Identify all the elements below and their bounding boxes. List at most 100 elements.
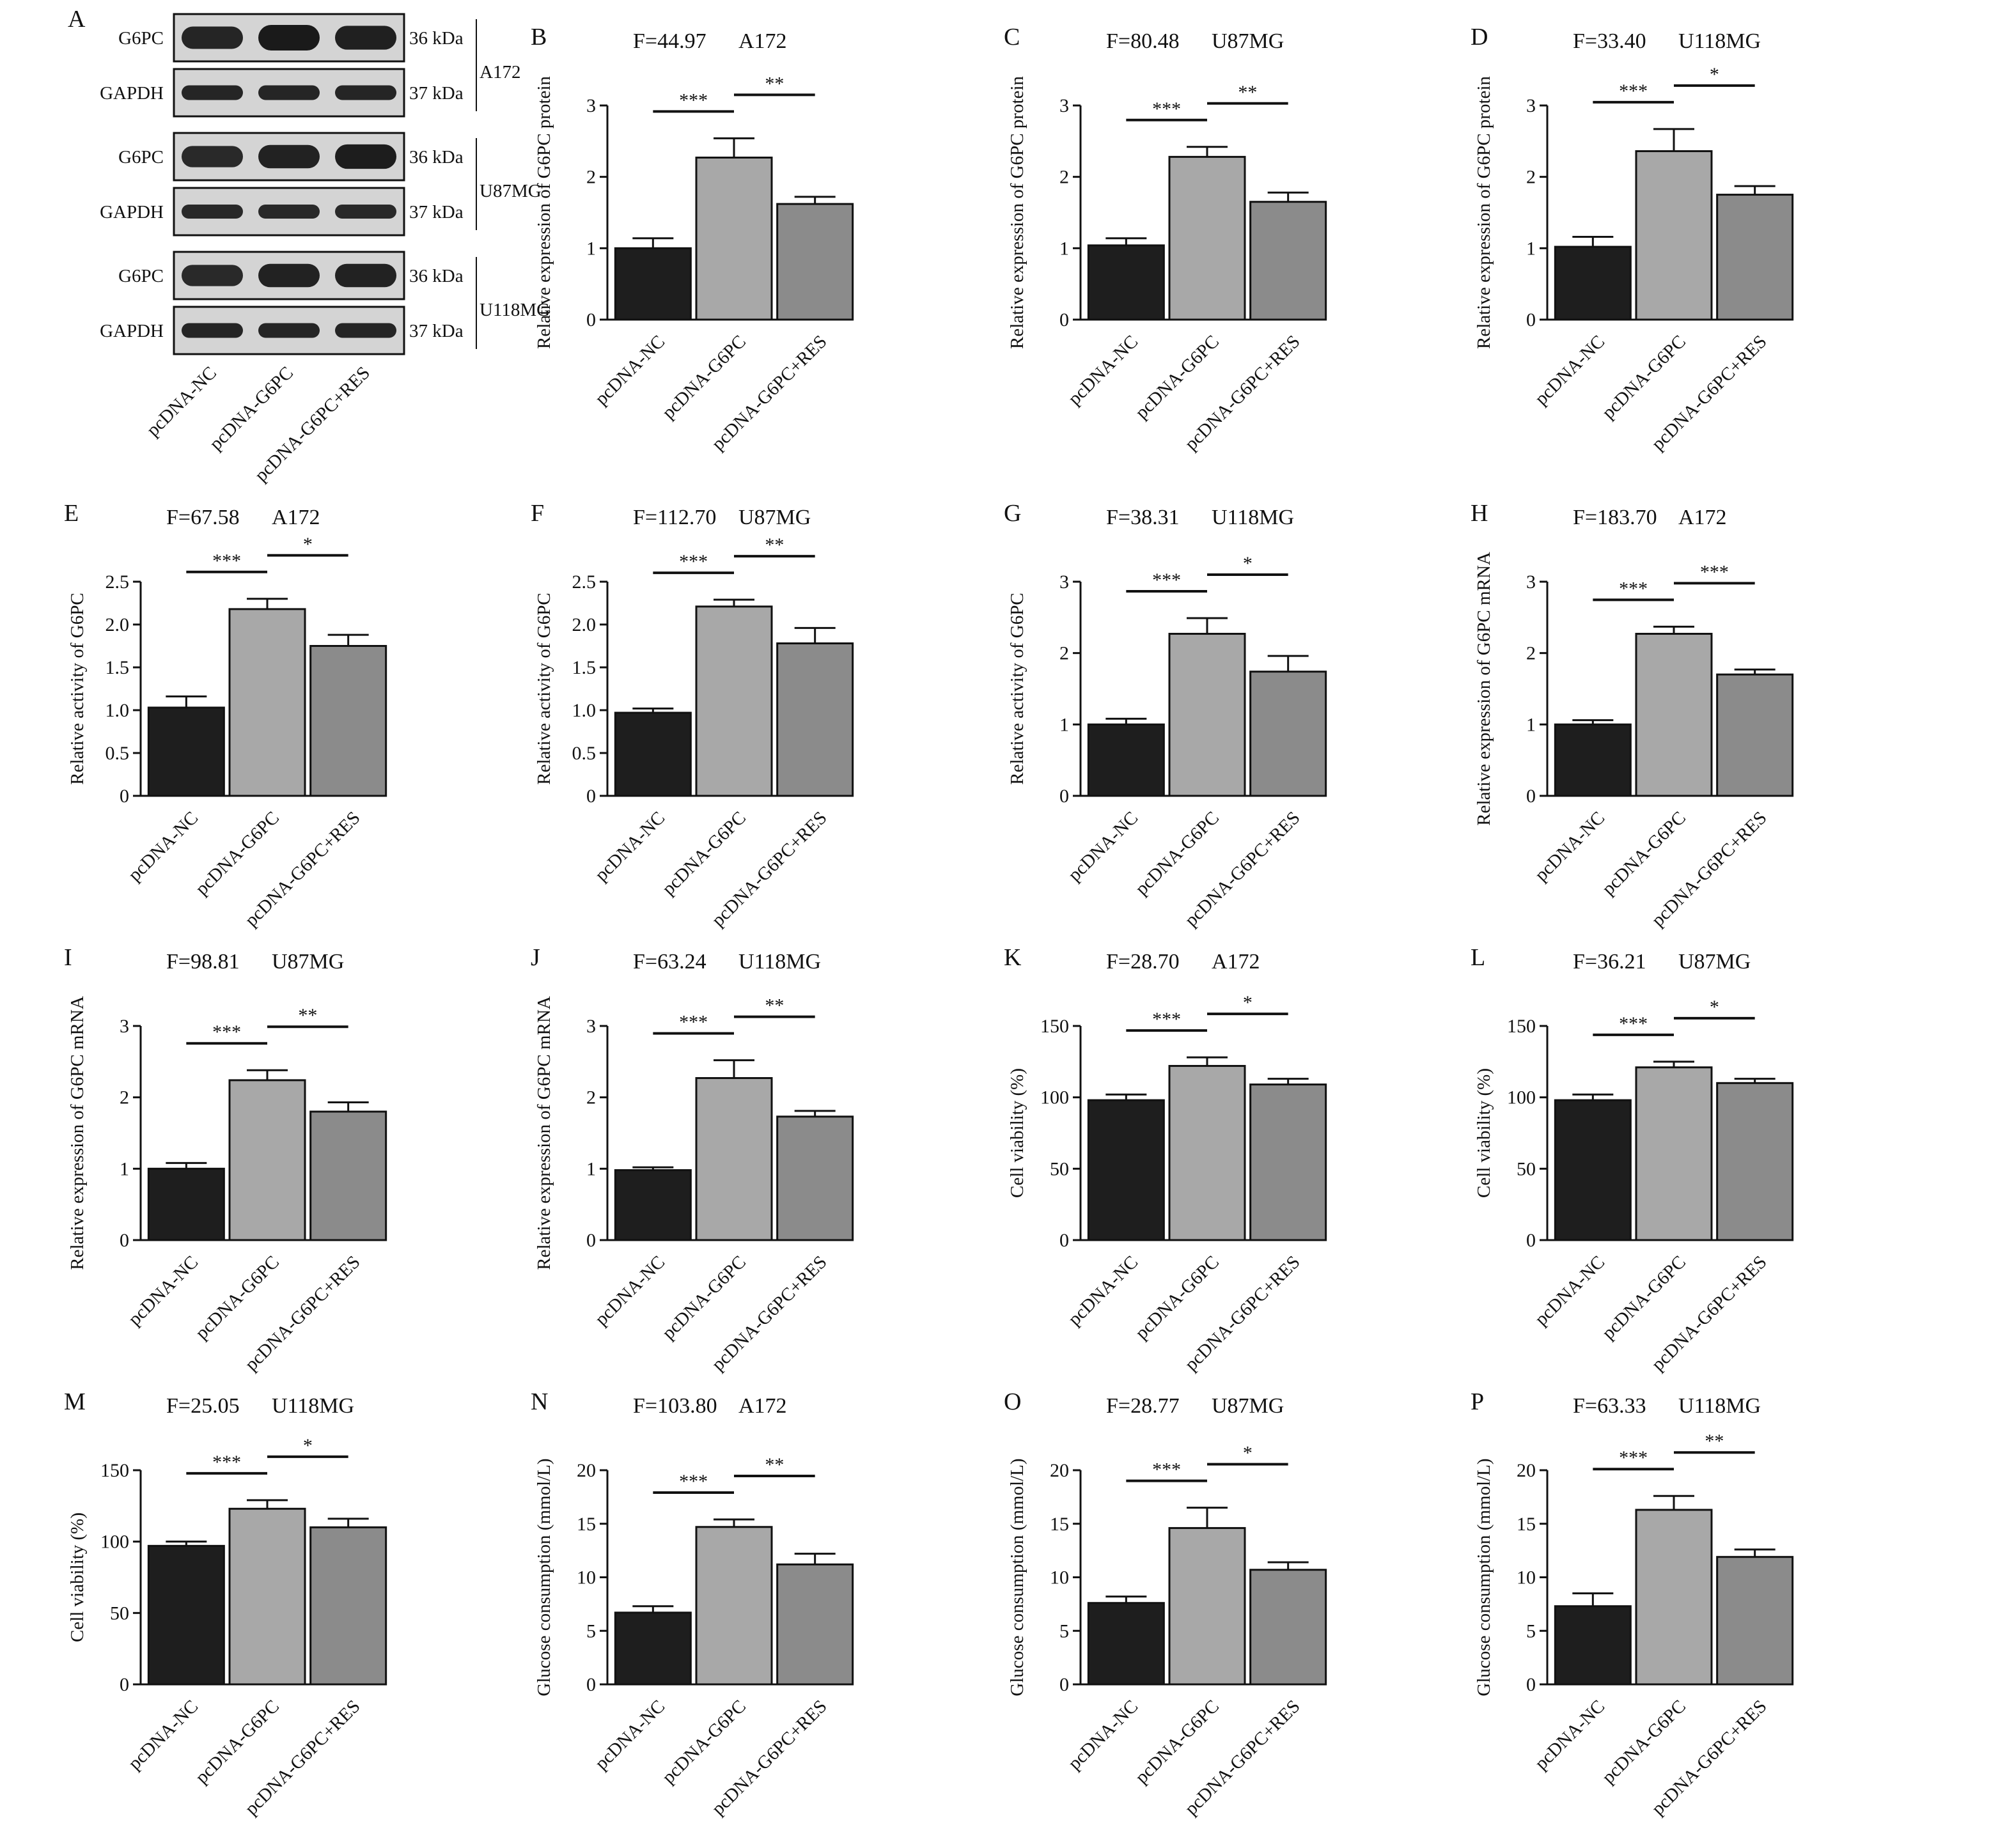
cell-line-title: U118MG xyxy=(1678,1394,1761,1418)
panel-letter: A xyxy=(68,6,86,33)
x-category-label: pcDNA-NC xyxy=(1531,1696,1609,1774)
bar xyxy=(695,1526,773,1686)
blot-row: GAPDH 37 kDa xyxy=(100,68,464,118)
significance-label: *** xyxy=(679,89,708,111)
cell-line-title: U118MG xyxy=(1212,506,1294,529)
bar xyxy=(695,605,773,797)
f-statistic: F=183.70 xyxy=(1573,506,1657,529)
y-tick-label: 5 xyxy=(1059,1620,1069,1642)
panel-letter: B xyxy=(531,24,547,50)
blot-band xyxy=(258,144,320,169)
panel-letter: L xyxy=(1471,944,1485,971)
bar-chart-panel: E F=67.58 A172 Relative activity of G6PC 0 0.… xyxy=(64,500,387,931)
panel-letter: N xyxy=(531,1388,548,1415)
bar xyxy=(147,1544,225,1686)
y-tick-label: 0 xyxy=(120,786,129,807)
y-axis-label: Glucose consumption (mmol/L) xyxy=(534,1458,554,1696)
blot-band xyxy=(258,263,320,288)
bar xyxy=(1716,1556,1794,1686)
x-category-label: pcDNA-NC xyxy=(125,807,203,885)
y-axis-label: Relative expression of G6PC protein xyxy=(1007,76,1027,349)
bar-chart-panel: J F=63.24 U118MG Relative expression of G6P… xyxy=(531,944,854,1375)
bar xyxy=(614,711,692,797)
y-tick-label: 3 xyxy=(1059,571,1069,593)
significance-label: * xyxy=(303,534,313,555)
y-axis-label: Glucose consumption (mmol/L) xyxy=(1474,1458,1494,1696)
cell-line-title: A172 xyxy=(738,29,787,53)
blot-band xyxy=(182,323,243,338)
f-statistic: F=28.70 xyxy=(1106,950,1180,974)
significance-label: * xyxy=(1710,997,1719,1018)
bar xyxy=(1249,1083,1327,1241)
bar-chart-panel: L F=36.21 U87MG Cell viability (%) 0 50 100 150… xyxy=(1471,944,1794,1375)
significance-label: *** xyxy=(1152,1459,1181,1480)
x-category-label: pcDNA-NC xyxy=(1531,1252,1609,1330)
bar xyxy=(1716,1082,1794,1241)
y-tick-label: 2.0 xyxy=(105,614,130,635)
y-tick-label: 15 xyxy=(577,1514,596,1535)
bar xyxy=(147,706,225,797)
y-tick-label: 150 xyxy=(1040,1016,1069,1037)
blot-row-label: G6PC xyxy=(118,147,164,167)
blot-kda-label: 37 kDa xyxy=(409,202,464,222)
blot-row-label: G6PC xyxy=(118,28,164,49)
y-tick-label: 0 xyxy=(1526,1674,1536,1695)
bar xyxy=(776,203,854,321)
significance-label: ** xyxy=(765,995,784,1016)
y-tick-label: 0 xyxy=(120,1230,129,1251)
y-tick-label: 1 xyxy=(1526,238,1536,259)
y-axis-label: Relative expression of G6PC mRNA xyxy=(534,996,554,1270)
y-tick-label: 100 xyxy=(1507,1087,1536,1108)
x-category-label: pcDNA-G6PC xyxy=(1598,1696,1690,1787)
x-category-label: pcDNA-G6PC xyxy=(1132,807,1223,899)
y-tick-label: 20 xyxy=(577,1460,596,1481)
x-category-label: pcDNA-G6PC xyxy=(659,1696,750,1787)
x-category-label: pcDNA-NC xyxy=(1065,1252,1143,1330)
x-category-label: pcDNA-G6PC xyxy=(1132,1696,1223,1787)
y-tick-label: 100 xyxy=(1040,1087,1069,1108)
y-tick-label: 0.5 xyxy=(572,743,597,764)
y-tick-label: 2.0 xyxy=(572,614,597,635)
significance-label: * xyxy=(1243,992,1253,1013)
y-tick-label: 15 xyxy=(1517,1514,1536,1535)
x-category-label: pcDNA-NC xyxy=(1531,331,1609,409)
western-blot-panel: A G6PC 36 kDa GAPDH 37 kDa G6PC 36 kDa GAPDH 37 … xyxy=(68,6,550,486)
bar xyxy=(1168,1526,1246,1686)
blot-band xyxy=(258,85,320,100)
x-category-label: pcDNA-G6PC xyxy=(1132,331,1223,423)
bar xyxy=(1249,671,1327,797)
x-category-label: pcDNA-G6PC xyxy=(192,1696,283,1787)
y-tick-label: 1.0 xyxy=(572,700,597,721)
y-tick-label: 20 xyxy=(1050,1460,1069,1481)
bar xyxy=(147,1167,225,1241)
y-tick-label: 0 xyxy=(586,1230,596,1251)
significance-label: *** xyxy=(212,1452,241,1473)
f-statistic: F=63.33 xyxy=(1573,1394,1646,1418)
y-axis-label: Relative activity of G6PC xyxy=(534,593,554,784)
blot-kda-label: 36 kDa xyxy=(409,266,464,286)
y-tick-label: 2 xyxy=(1526,167,1536,188)
f-statistic: F=63.24 xyxy=(633,950,706,974)
y-axis-label: Relative expression of G6PC protein xyxy=(1474,76,1494,349)
y-tick-label: 50 xyxy=(1517,1158,1536,1179)
bar xyxy=(614,247,692,321)
x-category-label: pcDNA-G6PC xyxy=(659,331,750,423)
y-axis-label: Relative activity of G6PC xyxy=(67,593,88,784)
significance-label: *** xyxy=(1619,81,1648,102)
blot-kda-label: 36 kDa xyxy=(409,147,464,167)
y-tick-label: 50 xyxy=(110,1603,129,1624)
y-tick-label: 1 xyxy=(1526,714,1536,735)
cell-line-title: U87MG xyxy=(272,950,344,974)
y-tick-label: 0 xyxy=(586,309,596,330)
significance-label: ** xyxy=(1238,82,1257,103)
significance-label: ** xyxy=(765,534,784,555)
bar xyxy=(776,1563,854,1686)
blot-band xyxy=(335,85,396,100)
y-tick-label: 2 xyxy=(586,167,596,188)
blot-kda-label: 36 kDa xyxy=(409,28,464,49)
y-tick-label: 10 xyxy=(577,1567,596,1588)
significance-label: *** xyxy=(679,1471,708,1492)
bar xyxy=(228,1507,306,1686)
bar xyxy=(1554,245,1632,321)
f-statistic: F=44.97 xyxy=(633,29,706,53)
